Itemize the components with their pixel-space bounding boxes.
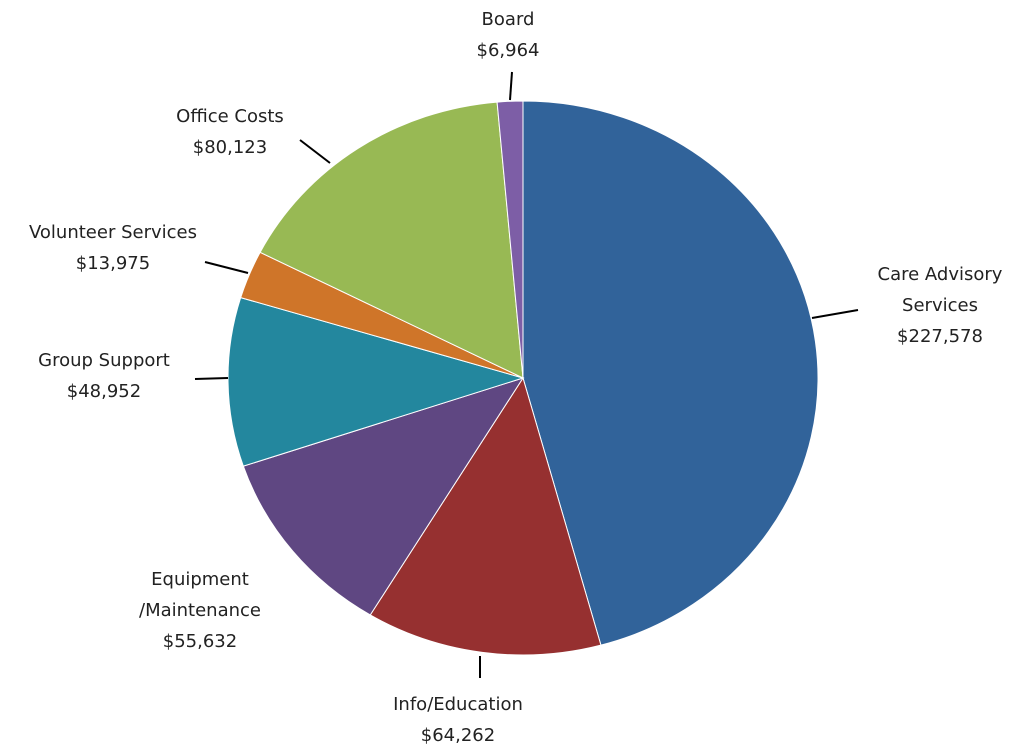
leader-line <box>204 261 249 274</box>
leader-line <box>509 71 513 101</box>
pie-slice <box>496 100 524 379</box>
value-label: $64,262 <box>420 725 496 746</box>
data-label: Equipment /Maintenance $55,632 <box>130 564 270 657</box>
category-label: Board <box>481 9 535 30</box>
data-label: Volunteer Services $13,975 <box>0 217 233 279</box>
pie-slice <box>522 100 819 646</box>
value-label: $80,123 <box>192 137 268 158</box>
pie-slice <box>369 376 602 656</box>
data-label: Group Support $48,952 <box>4 345 204 407</box>
value-label: $48,952 <box>66 381 142 402</box>
category-label: Info/Education <box>393 694 523 715</box>
data-label: Board $6,964 <box>448 4 568 66</box>
pie-slice <box>259 101 524 379</box>
leader-line <box>811 309 859 319</box>
category-label: Care Advisory Services <box>877 264 1003 316</box>
data-label: Info/Education $64,262 <box>358 689 558 751</box>
category-label: Office Costs <box>176 106 284 127</box>
leader-line <box>194 377 229 380</box>
data-label: Office Costs $80,123 <box>130 101 330 163</box>
pie-slice <box>242 377 525 616</box>
value-label: $55,632 <box>162 631 238 652</box>
value-label: $6,964 <box>476 40 540 61</box>
leader-line <box>299 139 331 164</box>
pie-slice <box>227 297 525 467</box>
category-label: Equipment /Maintenance <box>139 569 261 621</box>
data-label: Care Advisory Services $227,578 <box>865 259 1015 352</box>
value-label: $13,975 <box>75 253 151 274</box>
category-label: Volunteer Services <box>29 222 197 243</box>
category-label: Group Support <box>38 350 170 371</box>
value-label: $227,578 <box>897 326 983 347</box>
